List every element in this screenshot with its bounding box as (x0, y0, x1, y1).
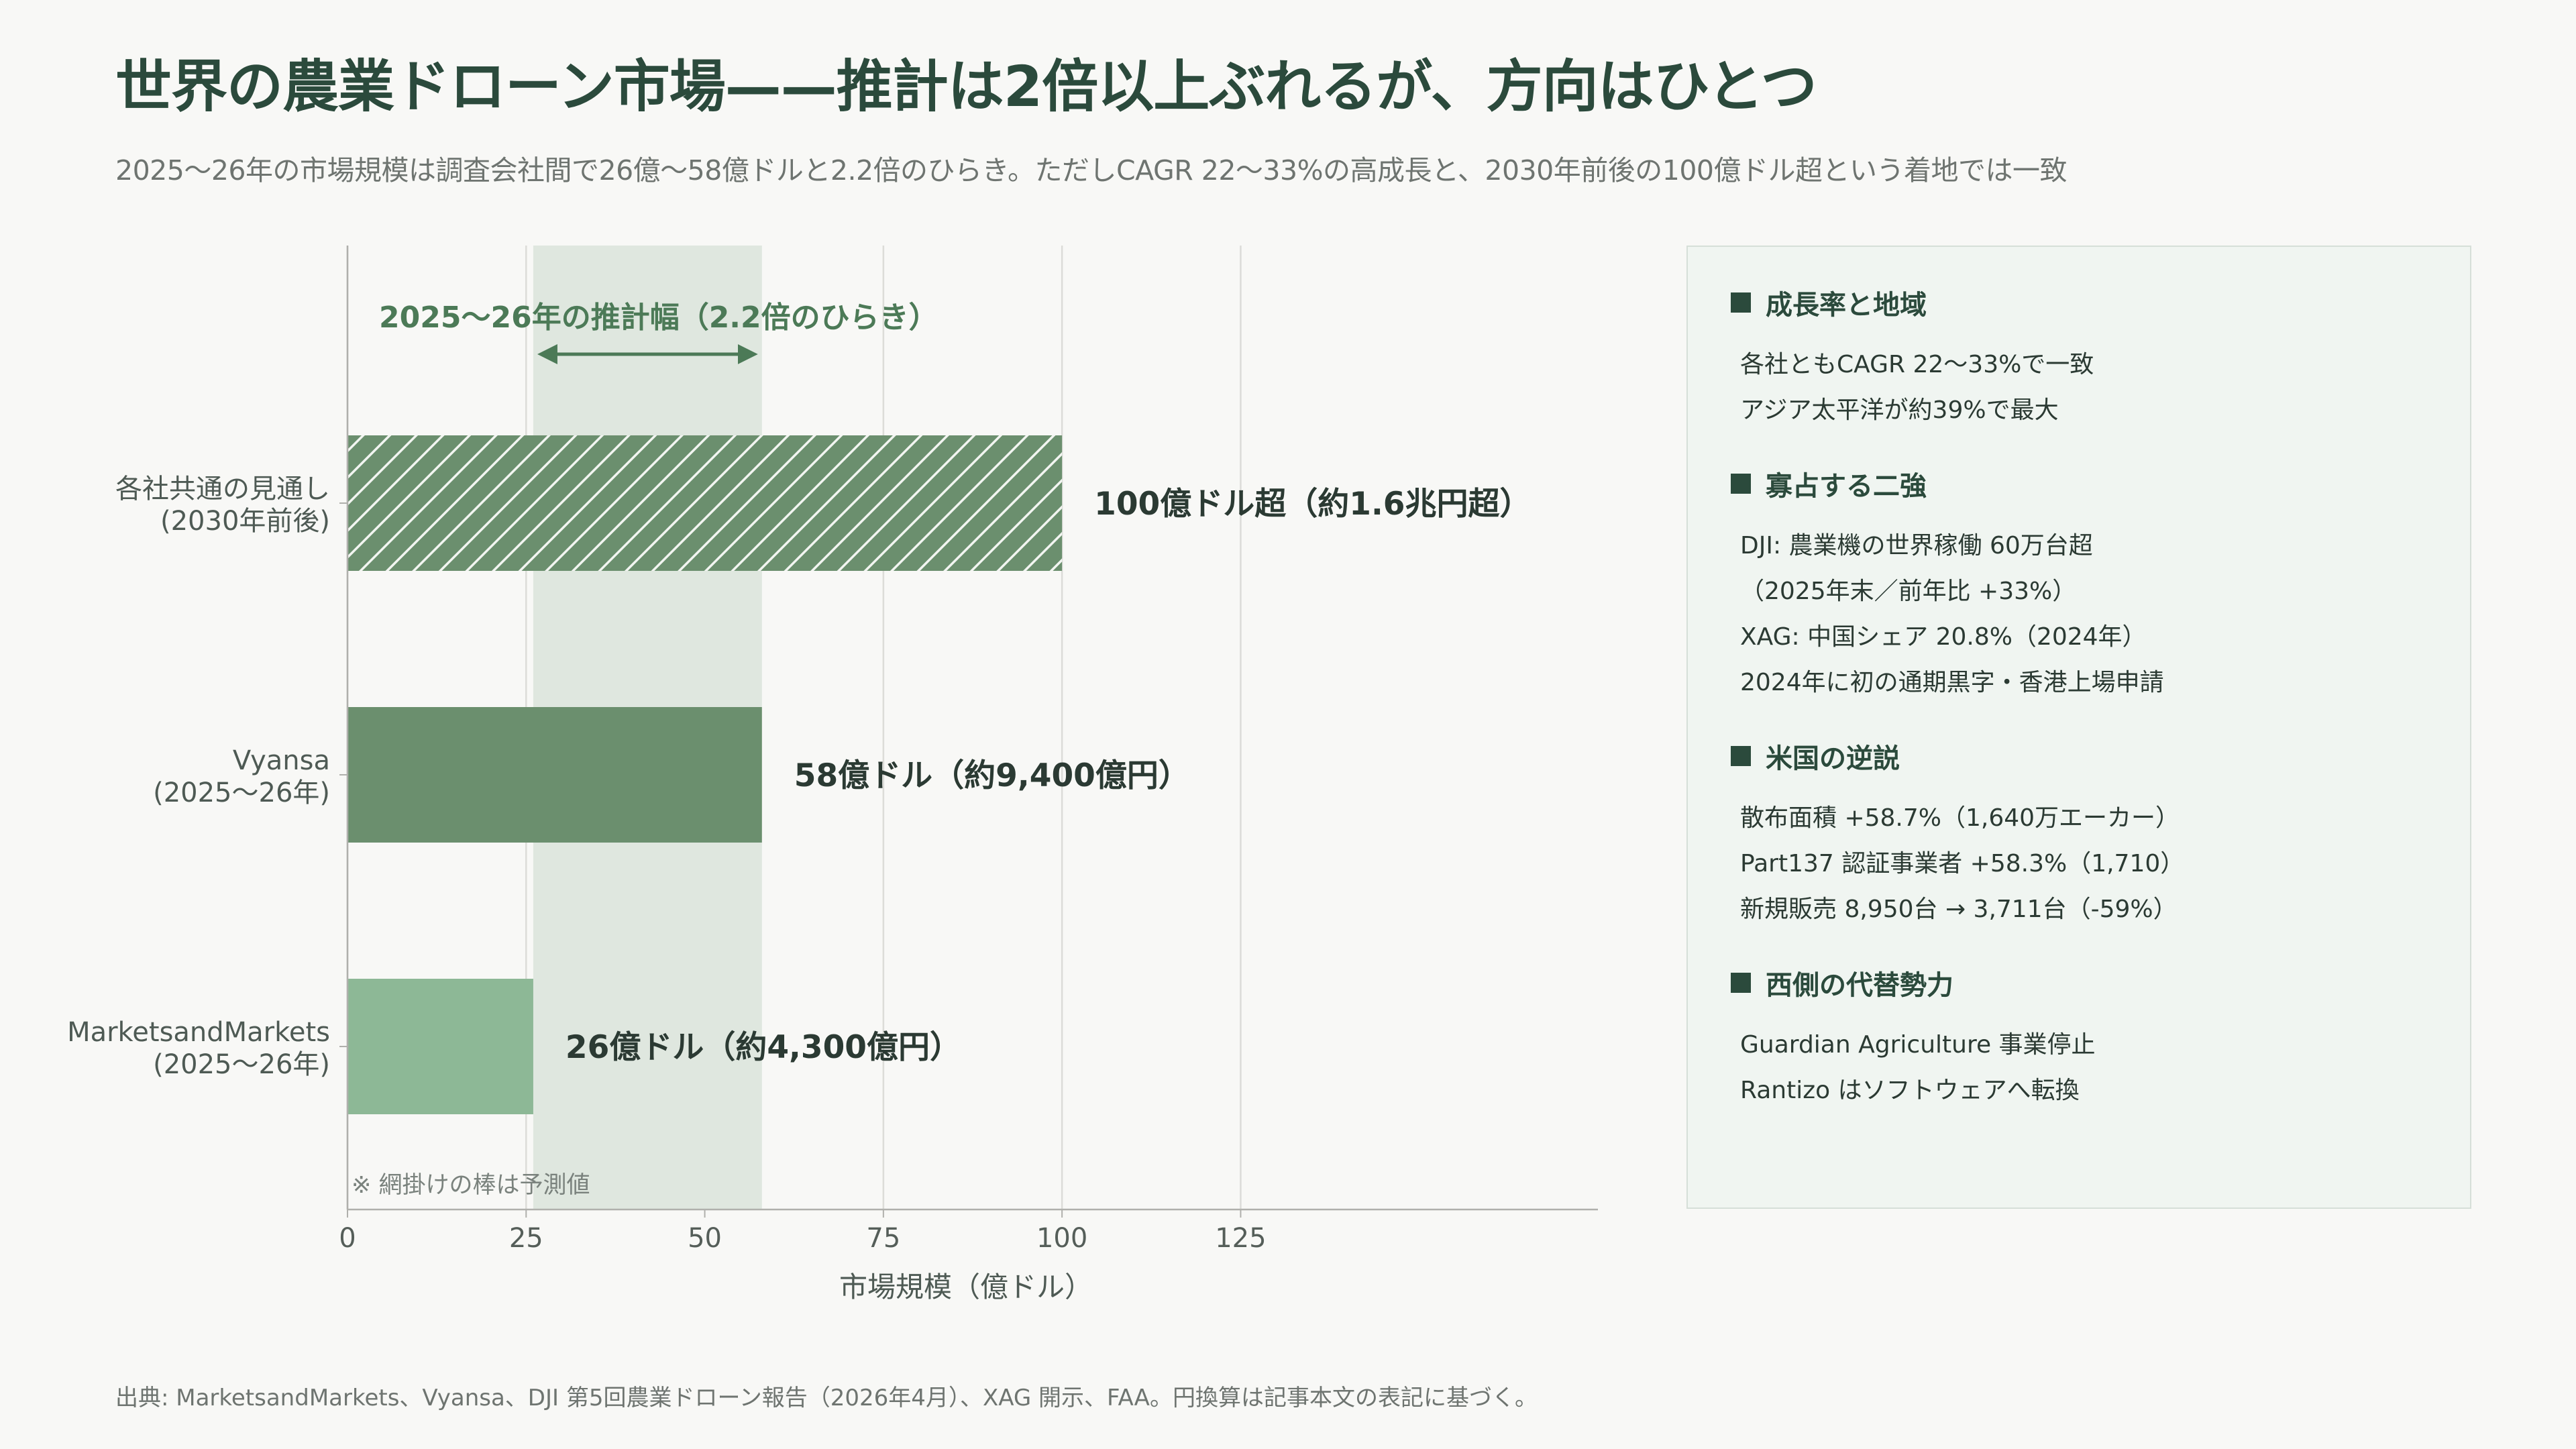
bar (347, 707, 762, 843)
category-label: MarketsandMarkets (67, 1017, 330, 1048)
list-item: 各社ともCAGR 22〜33%で一致 (1740, 351, 2094, 378)
x-tick-label: 25 (509, 1223, 543, 1254)
x-axis: 0 25 50 75 100 125 (339, 246, 1598, 1254)
panel-section-growth: 成長率と地域 各社ともCAGR 22〜33%で一致 アジア太平洋が約39%で最大 (1731, 283, 2470, 433)
list-item: Part137 認証事業者 +58.3%（1,710） (1740, 850, 2185, 877)
category-label: (2030年前後) (160, 506, 330, 537)
page-subtitle: 2025〜26年の市場規模は調査会社間で26億〜58億ドルと2.2倍のひらき。た… (115, 154, 2068, 186)
list-item: DJI: 農業機の世界稼働 60万台超 (1740, 532, 2093, 559)
data-label: 26億ドル（約4,300億円） (566, 1029, 961, 1066)
x-tick-label: 100 (1036, 1223, 1087, 1254)
square-bullet-icon (1731, 474, 1751, 494)
x-tick-label: 50 (688, 1223, 722, 1254)
square-bullet-icon (1731, 973, 1751, 993)
page-title: 世界の農業ドローン市場——推計は2倍以上ぶれるが、方向はひとつ (115, 54, 1817, 119)
list-item: 散布面積 +58.7%（1,640万エーカー） (1740, 804, 2180, 832)
list-item: 2024年に初の通期黒字・香港上場申請 (1740, 669, 2164, 696)
bar (347, 435, 1063, 571)
category-label: Vyansa (233, 745, 330, 776)
data-label: 100億ドル超（約1.6兆円超） (1094, 486, 1531, 523)
side-panel: 成長率と地域 各社ともCAGR 22〜33%で一致 アジア太平洋が約39%で最大… (1686, 246, 2471, 1209)
bar-chart: 100億ドル超（約1.6兆円超） 各社共通の見通し(2030年前後) 58億ドル（約… (67, 246, 1598, 1303)
square-bullet-icon (1731, 292, 1751, 313)
panel-section-duopoly: 寡占する二強 DJI: 農業機の世界稼働 60万台超 （2025年末／前年比 +… (1731, 464, 2470, 706)
data-label: 58億ドル（約9,400億円） (794, 757, 1190, 794)
source-footer: 出典: MarketsandMarkets、Vyansa、DJI 第5回農業ドロ… (115, 1385, 1538, 1411)
panel-section-us-paradox: 米国の逆説 散布面積 +58.7%（1,640万エーカー） Part137 認証… (1731, 737, 2470, 932)
category-label: (2025〜26年) (153, 777, 330, 808)
section-title: 成長率と地域 (1766, 290, 1927, 321)
x-axis-label: 市場規模（億ドル） (839, 1271, 1093, 1303)
forecast-note: ※ 網掛けの棒は予測値 (352, 1172, 590, 1199)
square-bullet-icon (1731, 746, 1751, 766)
x-tick-label: 125 (1215, 1223, 1266, 1254)
section-title: 寡占する二強 (1766, 471, 1927, 502)
section-title: 西側の代替勢力 (1766, 970, 1953, 1001)
list-item: Guardian Agriculture 事業停止 (1740, 1031, 2096, 1059)
bars: 100億ドル超（約1.6兆円超） 各社共通の見通し(2030年前後) 58億ドル（約… (67, 435, 1532, 1114)
category-label: (2025〜26年) (153, 1049, 330, 1080)
list-item: XAG: 中国シェア 20.8%（2024年） (1740, 623, 2147, 651)
band-label: 2025〜26年の推計幅（2.2倍のひらき） (379, 301, 938, 335)
x-tick-label: 0 (339, 1223, 356, 1254)
bar (347, 979, 533, 1114)
x-tick-label: 75 (866, 1223, 900, 1254)
category-label: 各社共通の見通し (115, 474, 330, 504)
list-item: Rantizo はソフトウェアへ転換 (1740, 1077, 2080, 1104)
panel-section-western-alternatives: 西側の代替勢力 Guardian Agriculture 事業停止 Rantiz… (1731, 963, 2470, 1114)
list-item: 新規販売 8,950台 → 3,711台（-59%） (1740, 896, 2178, 923)
section-title: 米国の逆説 (1766, 743, 1900, 774)
list-item: （2025年末／前年比 +33%） (1740, 578, 2077, 605)
list-item: アジア太平洋が約39%で最大 (1740, 396, 2059, 424)
